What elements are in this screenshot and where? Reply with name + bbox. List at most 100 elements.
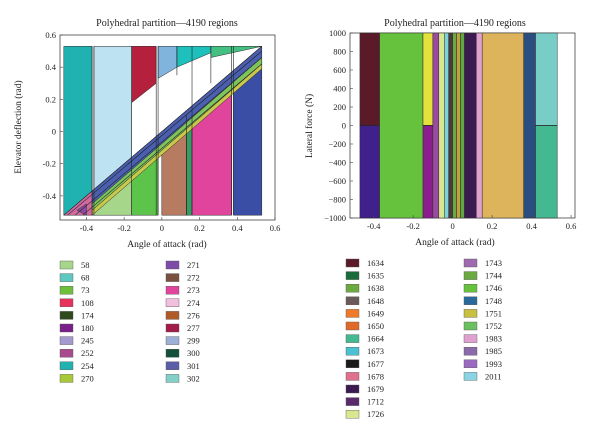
region-1744-11: [460, 32, 465, 219]
legend-label: 277: [187, 323, 200, 333]
legend-label: 254: [81, 361, 95, 371]
region-1746-2: [379, 32, 424, 219]
legend-label: 1648: [367, 296, 384, 306]
chart2-x-ticks: -0.4 -0.2 0 0.2 0.4 0.6: [367, 215, 576, 231]
legend-swatch: [345, 384, 360, 394]
legend-label: 1752: [485, 321, 502, 331]
y-tick-label: −400: [328, 158, 346, 168]
y-tick-label: 400: [333, 84, 346, 94]
legend-label: 180: [81, 323, 94, 333]
legend-swatch: [59, 286, 74, 295]
legend-label: 299: [187, 336, 200, 346]
y-tick-label: −600: [328, 176, 346, 186]
legend-label: 1712: [367, 397, 384, 407]
y-tick-label: 0: [342, 121, 346, 131]
x-tick-label: 0: [451, 221, 455, 231]
x-tick-label: 0.4: [526, 221, 537, 231]
boundary-line-3: [82, 63, 262, 216]
legend-label: 1638: [367, 283, 384, 293]
legend-swatch: [165, 374, 180, 383]
y-tick-label: 0: [52, 127, 56, 137]
legend-label: 271: [187, 260, 200, 270]
chart-elevator: Polyhedral partition—4190 regions -0.4 -0…: [13, 18, 280, 383]
legend-swatch: [345, 309, 360, 318]
legend-label: 1634: [367, 258, 385, 268]
y-tick-label: 0.4: [45, 62, 56, 72]
legend-swatch: [165, 349, 180, 358]
chart1-boundaries: [63, 46, 262, 216]
legend-label: 245: [81, 336, 94, 346]
legend-label: 1650: [367, 321, 384, 331]
legend-swatch: [345, 372, 360, 381]
legend-swatch: [59, 298, 74, 307]
legend-swatch: [165, 260, 180, 270]
y-tick-label: 800: [333, 47, 346, 57]
legend-swatch: [463, 359, 478, 368]
legend-label: 1678: [367, 371, 384, 381]
region-1634-0: [359, 32, 380, 126]
legend-label: 301: [187, 361, 200, 371]
legend-label: 270: [81, 373, 94, 383]
chart1-title: Polyhedral partition—4190 regions: [96, 18, 238, 29]
legend-label: 1664: [367, 334, 385, 344]
legend-label: 2011: [485, 371, 502, 381]
legend-label: 1993: [485, 359, 502, 369]
legend-swatch: [165, 323, 180, 333]
legend-swatch: [59, 349, 74, 358]
legend-swatch: [59, 273, 74, 282]
legend-swatch: [59, 323, 74, 333]
legend-swatch: [345, 321, 360, 331]
y-tick-label: 600: [333, 65, 346, 75]
legend-label: 1649: [367, 308, 384, 318]
region-1638-9: [452, 32, 457, 219]
legend-label: 1677: [367, 359, 384, 369]
legend-swatch: [345, 347, 360, 356]
legend-label: 1673: [367, 346, 384, 356]
region-1748-15: [523, 32, 536, 219]
legend-swatch: [463, 372, 478, 381]
region-1648-8: [448, 32, 453, 219]
legend-swatch: [345, 334, 360, 343]
region-1664-17: [535, 125, 558, 219]
x-tick-label: -0.4: [80, 223, 94, 233]
legend-swatch: [59, 374, 74, 383]
legend-swatch: [463, 296, 478, 305]
legend-label: 58: [81, 260, 90, 270]
x-tick-label: -0.2: [117, 223, 130, 233]
legend-swatch: [59, 361, 74, 370]
boundary-line-2: [74, 57, 262, 216]
legend-swatch: [345, 284, 360, 293]
legend-label: 1748: [485, 296, 502, 306]
y-tick-label: 0.2: [45, 94, 56, 104]
region-1726-6: [438, 32, 445, 219]
legend-swatch: [463, 284, 478, 293]
legend-label: 108: [81, 298, 94, 308]
legend-label: 302: [187, 373, 200, 383]
legend-swatch: [345, 397, 360, 406]
region-1712-1: [359, 125, 380, 219]
legend-label: 174: [81, 310, 95, 320]
chart1-x-label: Angle of attack (rad): [127, 239, 206, 250]
region-1983-13: [476, 32, 483, 219]
legend-label: 68: [81, 273, 90, 283]
legend-label: 273: [187, 285, 200, 295]
legend-label: 274: [187, 298, 201, 308]
legend-swatch: [59, 336, 74, 345]
legend-swatch: [59, 260, 74, 270]
legend-swatch: [345, 258, 360, 268]
legend-swatch: [165, 273, 180, 282]
region-1679-12: [464, 32, 477, 219]
x-tick-label: 0.6: [566, 221, 577, 231]
legend-label: 1635: [367, 271, 384, 281]
legend-label: 300: [187, 348, 200, 358]
x-tick-label: 0.4: [232, 223, 243, 233]
chart2-legend: 1634 1635 1638 1648 1649 1650 1664 1673 1677 1678…: [345, 258, 503, 419]
y-tick-label: −800: [328, 195, 346, 205]
y-tick-label: 1000: [329, 28, 346, 38]
legend-swatch: [165, 336, 180, 345]
region-1743-10: [456, 32, 461, 219]
y-tick-label: −200: [328, 139, 346, 149]
legend-label: 272: [187, 273, 200, 283]
chart2-title: Polyhedral partition—4190 regions: [384, 18, 526, 29]
legend-swatch: [59, 311, 74, 320]
